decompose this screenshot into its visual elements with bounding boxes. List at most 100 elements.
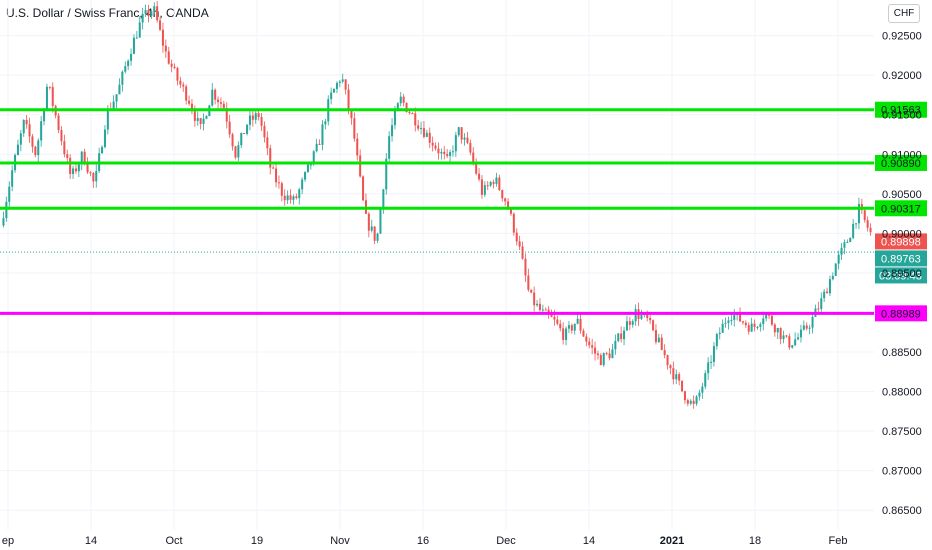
candle (501, 189, 504, 202)
candle (402, 93, 405, 107)
candle (318, 139, 321, 145)
candle (585, 333, 588, 347)
candle (309, 164, 312, 170)
candle (489, 180, 492, 188)
candle (57, 112, 60, 134)
candle (857, 197, 860, 230)
candle (324, 118, 327, 130)
candle (341, 73, 344, 84)
candle (283, 189, 286, 206)
candle (837, 250, 840, 270)
candle (205, 115, 208, 120)
candle (446, 149, 449, 159)
candle (211, 83, 214, 107)
candle (785, 335, 788, 338)
y-tick-label: 0.88500 (882, 347, 922, 359)
current-price-label: 0.89763 (881, 253, 921, 265)
candle (855, 222, 858, 229)
candle (611, 343, 614, 359)
candle (799, 324, 802, 343)
candle (292, 194, 295, 205)
candle (536, 299, 539, 307)
candle (222, 100, 225, 109)
candle (353, 112, 356, 142)
candle (388, 131, 391, 162)
candle (425, 129, 428, 138)
candle (127, 59, 130, 71)
candle (350, 108, 353, 125)
candle (60, 126, 63, 146)
candle (724, 317, 727, 328)
candle (504, 197, 507, 206)
candle (794, 332, 797, 347)
candle (295, 193, 298, 200)
candle (431, 136, 434, 152)
candle (805, 322, 808, 331)
candle (660, 334, 663, 351)
candle (385, 152, 388, 195)
candle (80, 150, 83, 171)
candle (591, 338, 594, 355)
candle (814, 304, 817, 318)
candle (808, 324, 811, 335)
candle (492, 179, 495, 189)
candle (759, 322, 762, 332)
price-axis[interactable]: 0.92500 0.92000 0.91500 0.91000 0.90500 0.900… (882, 31, 922, 518)
candle (718, 327, 721, 340)
candle (428, 127, 431, 149)
candle (710, 355, 713, 369)
x-tick-label: Feb (829, 535, 848, 547)
candle (196, 111, 199, 126)
candle (217, 96, 220, 110)
candle (733, 308, 736, 327)
candle (298, 187, 301, 205)
x-tick-label: 18 (749, 535, 761, 547)
candle (277, 175, 280, 189)
y-tick-label: 0.86500 (882, 505, 922, 517)
candle (132, 34, 135, 55)
candle (414, 107, 417, 132)
candle (156, 0, 159, 23)
candle (304, 171, 307, 182)
y-tick-label: 0.89500 (882, 268, 922, 280)
candle (399, 92, 402, 107)
candle (243, 132, 246, 135)
candle (159, 17, 162, 32)
candle (234, 145, 237, 160)
y-tick-label: 0.91500 (882, 110, 922, 122)
candle (333, 88, 336, 93)
candle (182, 82, 185, 92)
candle (115, 94, 118, 109)
currency-button[interactable]: CHF (888, 4, 920, 23)
candle (666, 354, 669, 370)
candle (301, 177, 304, 195)
candle (614, 334, 617, 355)
candle (449, 149, 452, 163)
candle (689, 399, 692, 406)
candle (286, 190, 289, 205)
candle (367, 211, 370, 238)
level-price-label: 0.90317 (881, 203, 921, 215)
x-tick-label: 2021 (660, 535, 684, 547)
candle (527, 268, 530, 292)
candle (567, 321, 570, 334)
candle (602, 352, 605, 367)
candle (420, 121, 423, 135)
candle (391, 118, 394, 142)
candle (86, 157, 89, 174)
candle (112, 95, 115, 110)
time-axis[interactable]: ep 14 Oct 19 Nov 16 Dec 14 2021 18 Feb (2, 535, 848, 547)
candle (382, 188, 385, 214)
candle (443, 146, 446, 160)
candle (72, 165, 75, 180)
candle (640, 309, 643, 321)
candle (538, 298, 541, 312)
candle (161, 22, 164, 53)
candle (782, 330, 785, 344)
candle (237, 141, 240, 161)
candle (306, 164, 309, 173)
candle (654, 324, 657, 345)
candle (202, 113, 205, 131)
candle (840, 243, 843, 261)
